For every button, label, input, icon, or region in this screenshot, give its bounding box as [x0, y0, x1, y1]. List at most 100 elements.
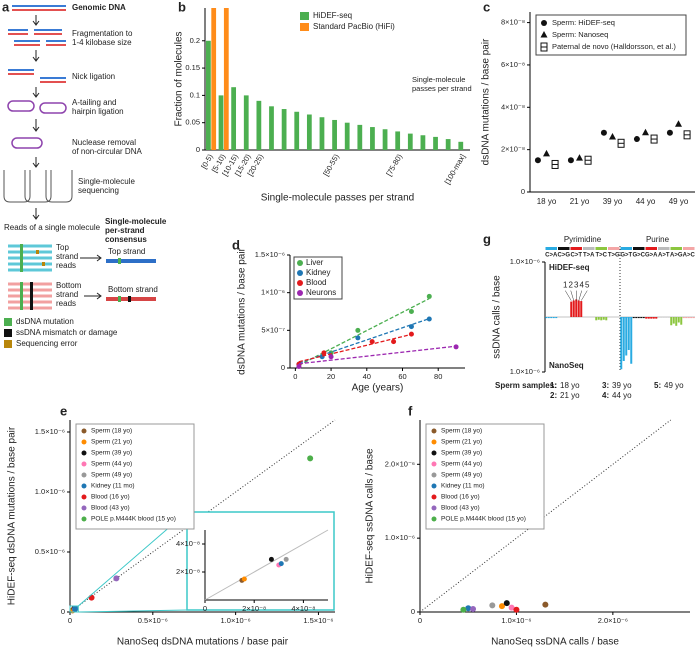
y-tick-label: 0.15	[185, 63, 200, 72]
point	[408, 331, 414, 337]
x-axis-label: NanoSeq ssDNA calls / base	[491, 637, 619, 648]
inset-frame	[186, 511, 335, 611]
panel-a: a Genomic DNA Fragmentation to 1-4 kilob…	[2, 0, 167, 310]
category-label: T>A	[583, 253, 595, 259]
legend-label: ssDNA mismatch or damage	[16, 328, 118, 337]
legend-label: dsDNA mutation	[16, 317, 74, 326]
legend-label: Sperm (18 yo)	[91, 428, 132, 435]
x-tick-label: 0	[293, 372, 297, 381]
y-tick-label: 1.0×10⁻⁶	[510, 257, 540, 266]
step: hairpin ligation	[72, 107, 124, 116]
x-tick-label: 0	[68, 616, 72, 625]
circular-molecule	[11, 137, 43, 149]
trend-line	[298, 333, 412, 363]
sample-leader	[565, 290, 572, 301]
step: Nick ligation	[72, 72, 115, 81]
step: Fragmentation to	[72, 29, 133, 38]
y-tick-label: 0	[521, 187, 525, 196]
legend-marker	[431, 461, 437, 467]
mutation-mark	[118, 258, 121, 264]
panel-label: c	[483, 0, 490, 14]
x-tick-label: [75-80)	[384, 152, 404, 178]
y-tick-label: 0	[196, 145, 200, 154]
legend-label: Sperm (18 yo)	[441, 428, 482, 435]
point	[296, 363, 302, 369]
legend-label: Liver	[306, 258, 324, 267]
sample-key: 4:	[602, 391, 609, 400]
category-strip	[620, 247, 632, 250]
bar	[382, 129, 388, 150]
category-label: C>T	[570, 253, 582, 259]
bar	[625, 317, 628, 356]
bar	[294, 111, 300, 150]
bar	[622, 317, 625, 361]
point	[567, 157, 574, 164]
bar	[687, 317, 690, 319]
group-label: Purine	[646, 235, 670, 244]
sample-name: 49 yo	[664, 381, 684, 390]
bar	[555, 317, 558, 319]
x-tick-label: 4×10⁻⁸	[291, 604, 315, 613]
label: strand	[56, 290, 78, 299]
point	[355, 335, 361, 341]
point	[498, 603, 505, 610]
category-strip	[645, 247, 657, 250]
legend-marker	[81, 439, 87, 445]
legend-frame	[293, 256, 343, 300]
point	[113, 575, 120, 582]
bar	[665, 317, 668, 318]
legend-marker	[81, 483, 87, 489]
trend-line	[298, 318, 430, 364]
y-tick-label: 1.5×10⁻⁶	[35, 427, 65, 436]
y-tick-label: 4×10⁻⁸	[501, 102, 525, 111]
legend-label: Sperm (39 yo)	[441, 450, 482, 457]
point	[426, 316, 432, 322]
legend-marker	[297, 290, 303, 296]
bar	[652, 317, 655, 319]
bar	[231, 87, 237, 150]
consensus-title: consensus	[105, 235, 147, 244]
point	[391, 339, 397, 345]
legend-marker	[81, 461, 87, 467]
y-tick-label: 0.05	[185, 118, 200, 127]
label: reads	[56, 299, 76, 308]
bar	[552, 317, 555, 319]
label: Bottom strand	[108, 285, 158, 294]
legend-marker	[81, 494, 87, 500]
y-tick-label: 0	[281, 363, 285, 372]
legend-marker	[431, 505, 437, 511]
y-tick-label: 2×10⁻⁸	[176, 567, 200, 576]
category-strip	[583, 247, 595, 250]
x-tick-label: 0.5×10⁻⁶	[138, 616, 168, 625]
fragments	[8, 29, 66, 46]
legend-label: Kidney	[306, 268, 330, 277]
zoom-box	[69, 605, 79, 613]
x-tick-label: 21 yo	[570, 197, 590, 206]
annotation: passes per strand	[412, 84, 472, 93]
arrow	[84, 292, 102, 300]
legend-marker	[81, 450, 87, 456]
bar	[370, 127, 375, 150]
y-tick-label: 0.1	[190, 90, 200, 99]
legend-label: Paternal de novo (Halldorsson, et al.)	[552, 42, 676, 51]
arrow	[32, 50, 40, 62]
point	[453, 344, 459, 350]
arrow	[32, 208, 40, 220]
legend-swatch	[4, 329, 12, 337]
legend-swatch	[300, 12, 309, 20]
label: reads	[56, 261, 76, 270]
sample-label: 5	[585, 281, 590, 290]
bar	[670, 317, 673, 326]
legend-label: Blood	[306, 278, 326, 287]
category-label: G>T	[620, 253, 632, 259]
legend-frame	[425, 423, 545, 530]
method-label: HiDEF-seq	[549, 263, 590, 272]
x-tick-label: [50-55)	[321, 152, 341, 178]
point	[307, 455, 314, 462]
arrow	[32, 119, 40, 132]
category-label: C>A	[545, 253, 558, 259]
hairpin-molecule	[7, 100, 35, 112]
legend-marker	[431, 450, 437, 456]
bar	[281, 109, 287, 150]
